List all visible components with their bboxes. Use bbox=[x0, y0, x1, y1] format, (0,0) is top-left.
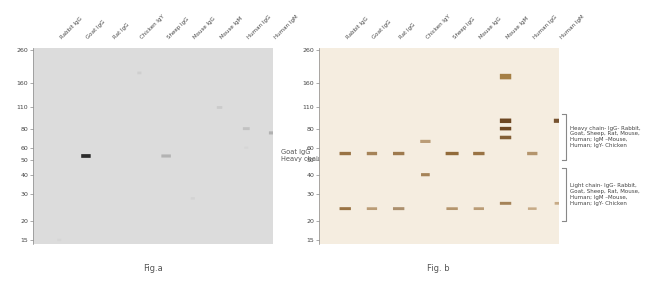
FancyBboxPatch shape bbox=[81, 154, 91, 158]
Text: Human IgG: Human IgG bbox=[246, 14, 272, 40]
Text: Rat IgG: Rat IgG bbox=[398, 22, 417, 40]
FancyBboxPatch shape bbox=[217, 106, 222, 109]
FancyBboxPatch shape bbox=[339, 152, 351, 155]
Text: Goat IgG
Heavy chain: Goat IgG Heavy chain bbox=[281, 149, 322, 162]
Text: Mouse IgM: Mouse IgM bbox=[220, 16, 244, 40]
Text: Rabbit IgG: Rabbit IgG bbox=[59, 16, 83, 40]
Text: Mouse IgM: Mouse IgM bbox=[506, 16, 530, 40]
FancyBboxPatch shape bbox=[474, 207, 484, 210]
FancyBboxPatch shape bbox=[528, 207, 537, 210]
Text: Goat IgG: Goat IgG bbox=[86, 19, 107, 40]
FancyBboxPatch shape bbox=[446, 152, 459, 155]
Text: Mouse IgG: Mouse IgG bbox=[479, 16, 503, 40]
Text: Chicken IgY: Chicken IgY bbox=[425, 14, 451, 40]
Text: Heavy chain- IgG- Rabbit,
Goat, Sheep, Rat, Mouse,
Human; IgM –Mouse,
Human; IgY: Heavy chain- IgG- Rabbit, Goat, Sheep, R… bbox=[569, 126, 640, 148]
Text: Sheep IgG: Sheep IgG bbox=[452, 16, 476, 40]
FancyBboxPatch shape bbox=[447, 207, 458, 210]
FancyBboxPatch shape bbox=[421, 173, 430, 176]
FancyBboxPatch shape bbox=[500, 127, 512, 130]
FancyBboxPatch shape bbox=[473, 152, 484, 155]
Text: Rat IgG: Rat IgG bbox=[112, 22, 131, 40]
Text: Fig. b: Fig. b bbox=[428, 264, 450, 273]
Text: Human IgM: Human IgM bbox=[273, 14, 299, 40]
Text: Chicken IgY: Chicken IgY bbox=[139, 14, 165, 40]
FancyBboxPatch shape bbox=[243, 127, 250, 130]
Text: Light chain- IgG- Rabbit,
Goat, Sheep, Rat, Mouse,
Human; IgM –Mouse,
Human; IgY: Light chain- IgG- Rabbit, Goat, Sheep, R… bbox=[569, 183, 640, 206]
FancyBboxPatch shape bbox=[500, 119, 512, 123]
FancyBboxPatch shape bbox=[367, 207, 377, 210]
FancyBboxPatch shape bbox=[393, 152, 404, 155]
Text: Fig.a: Fig.a bbox=[143, 264, 162, 273]
FancyBboxPatch shape bbox=[339, 207, 351, 210]
FancyBboxPatch shape bbox=[269, 131, 277, 135]
FancyBboxPatch shape bbox=[527, 152, 538, 155]
Text: Rabbit IgG: Rabbit IgG bbox=[345, 16, 369, 40]
FancyBboxPatch shape bbox=[367, 152, 377, 155]
Text: Goat IgG: Goat IgG bbox=[372, 19, 393, 40]
FancyBboxPatch shape bbox=[554, 119, 564, 123]
FancyBboxPatch shape bbox=[244, 147, 248, 149]
FancyBboxPatch shape bbox=[190, 197, 195, 200]
FancyBboxPatch shape bbox=[137, 72, 142, 74]
FancyBboxPatch shape bbox=[500, 202, 512, 205]
FancyBboxPatch shape bbox=[161, 155, 171, 158]
FancyBboxPatch shape bbox=[421, 140, 430, 143]
FancyBboxPatch shape bbox=[57, 239, 61, 241]
Text: Sheep IgG: Sheep IgG bbox=[166, 16, 190, 40]
Text: Mouse IgG: Mouse IgG bbox=[193, 16, 217, 40]
FancyBboxPatch shape bbox=[554, 202, 564, 205]
FancyBboxPatch shape bbox=[500, 136, 512, 139]
FancyBboxPatch shape bbox=[393, 207, 404, 210]
Text: Human IgM: Human IgM bbox=[559, 14, 585, 40]
FancyBboxPatch shape bbox=[500, 74, 512, 79]
Text: Human IgG: Human IgG bbox=[532, 14, 558, 40]
